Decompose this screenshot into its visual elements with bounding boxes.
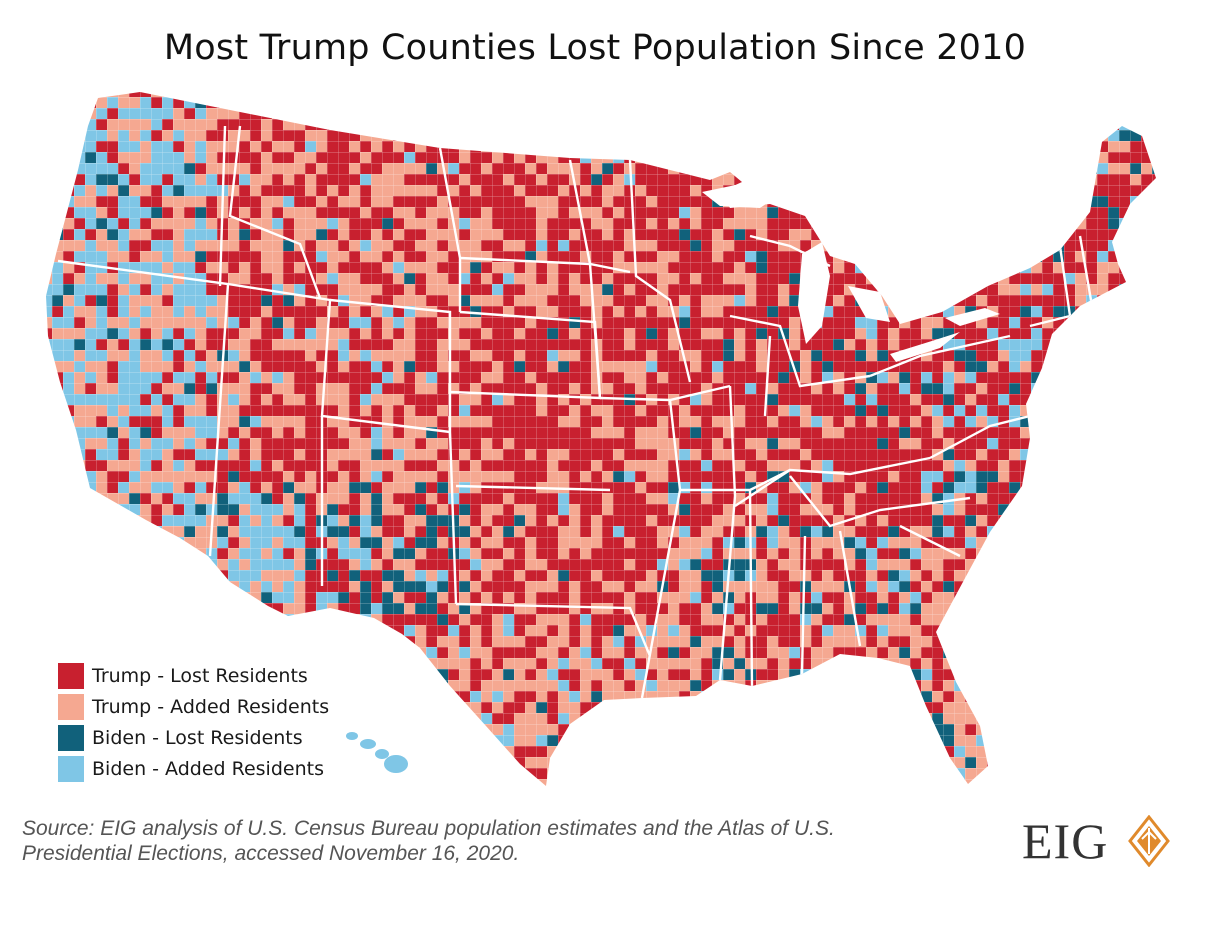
- hawaii-island: [346, 732, 358, 740]
- legend-label-trump-lost: Trump - Lost Residents: [92, 664, 308, 687]
- source-note: Source: EIG analysis of U.S. Census Bure…: [22, 817, 835, 865]
- eig-logo: EIG: [1022, 812, 1171, 870]
- legend-swatch-trump-added: [58, 693, 84, 720]
- legend-swatch-biden-lost: [58, 724, 84, 751]
- diamond-logo-icon: [1128, 815, 1171, 867]
- legend-label-trump-added: Trump - Added Residents: [92, 695, 330, 718]
- legend-label-biden-added: Biden - Added Residents: [92, 757, 324, 780]
- legend-item-trump-lost: Trump - Lost Residents: [58, 660, 329, 691]
- logo-wordmark: EIG: [1022, 813, 1109, 869]
- hawaii-island: [384, 755, 408, 773]
- legend-label-biden-lost: Biden - Lost Residents: [92, 726, 303, 749]
- hawaii-island: [375, 749, 389, 759]
- map-title: Most Trump Counties Lost Population Sinc…: [163, 28, 1027, 68]
- state-borders: [57, 125, 1094, 699]
- legend-item-biden-lost: Biden - Lost Residents: [58, 722, 329, 753]
- legend-item-biden-added: Biden - Added Residents: [58, 753, 329, 784]
- hawaii-island: [360, 739, 376, 749]
- great-lakes: [702, 182, 1000, 362]
- map-legend: Trump - Lost Residents Trump - Added Res…: [58, 660, 329, 784]
- legend-item-trump-added: Trump - Added Residents: [58, 691, 329, 722]
- map-svg: [46, 92, 1156, 786]
- us-county-map: [30, 86, 1180, 796]
- hawaii-islands: [346, 732, 408, 773]
- legend-swatch-biden-added: [58, 755, 84, 782]
- legend-swatch-trump-lost: [58, 662, 84, 689]
